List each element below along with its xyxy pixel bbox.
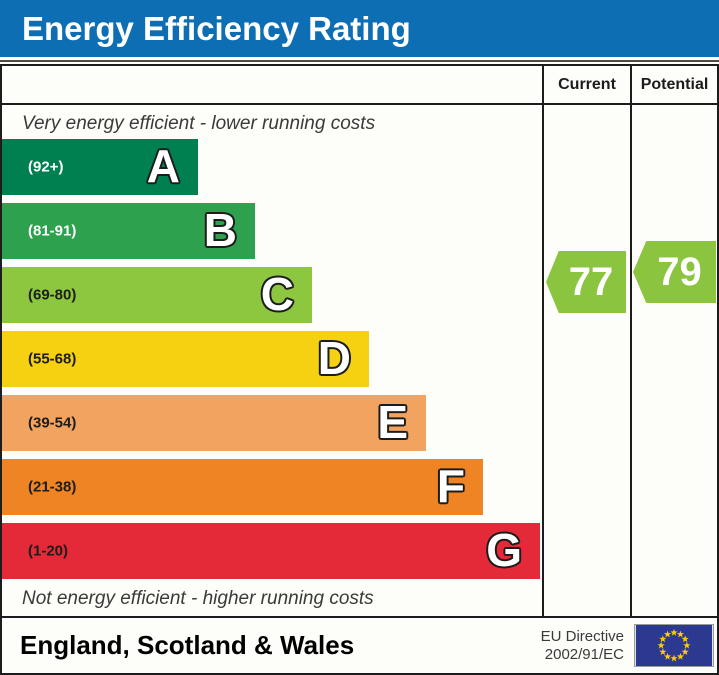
current-column-label: Current	[558, 75, 616, 93]
eu-flag-star	[659, 648, 667, 656]
eu-flag-star	[670, 628, 678, 636]
table-footer-row: England, Scotland & Wales EU Directive 2…	[2, 616, 717, 673]
table-main-row: Very energy efficient - lower running co…	[2, 105, 717, 616]
eu-flag-star	[683, 641, 691, 649]
eu-directive-label: EU Directive 2002/91/EC	[541, 628, 624, 664]
title-separator-dark	[0, 60, 719, 62]
title-separator-white	[0, 57, 719, 60]
title-bar: Energy Efficiency Rating	[0, 0, 719, 57]
table-header-row: Current Potential	[2, 66, 717, 105]
eu-flag-star	[676, 630, 685, 638]
band-g-range: (1-20)	[28, 542, 69, 560]
band-a-range: (92+)	[28, 158, 64, 176]
band-b: (81-91) B	[2, 203, 255, 259]
header-current-cell: Current	[542, 66, 630, 103]
eu-flag-star	[659, 635, 667, 643]
eu-flag-star	[663, 630, 672, 638]
band-a-letter: A	[146, 140, 180, 193]
band-f-range: (21-38)	[28, 478, 77, 496]
eu-flag-star	[676, 652, 685, 660]
band-d-range: (55-68)	[28, 350, 77, 368]
band-f-letter: F	[436, 460, 465, 513]
eu-flag-star	[681, 648, 689, 656]
potential-score-cell: 79	[630, 105, 717, 616]
band-d-letter: D	[317, 332, 351, 385]
eu-directive-line1: EU Directive	[540, 627, 624, 645]
band-c-letter: C	[260, 268, 294, 321]
header-potential-cell: Potential	[630, 66, 717, 103]
eu-flag-icon	[634, 624, 714, 667]
band-g: (1-20) G	[2, 523, 540, 579]
band-c-range: (69-80)	[28, 286, 77, 304]
band-e-range: (39-54)	[28, 414, 77, 432]
band-g-letter: G	[486, 524, 522, 577]
page-title: Energy Efficiency Rating	[22, 9, 411, 47]
band-e: (39-54) E	[2, 395, 426, 451]
band-e-letter: E	[377, 396, 408, 449]
rating-table: Current Potential Very energy efficient …	[0, 64, 719, 675]
potential-rating-arrow: 79	[633, 241, 716, 303]
potential-column-label: Potential	[640, 75, 709, 93]
region-label: England, Scotland & Wales	[20, 630, 355, 660]
band-b-letter: B	[203, 204, 237, 257]
band-d: (55-68) D	[2, 331, 369, 387]
band-a: (92+) A	[2, 139, 198, 195]
eu-flag-star	[657, 641, 665, 649]
current-rating-arrow: 77	[546, 251, 626, 313]
top-caption: Very energy efficient - lower running co…	[22, 113, 376, 134]
band-b-range: (81-91)	[28, 222, 77, 240]
eu-directive-line2: 2002/91/EC	[544, 645, 624, 663]
current-rating-value: 77	[568, 260, 614, 304]
eu-flag-star	[663, 652, 672, 660]
current-score-cell: 77	[542, 105, 630, 616]
title-separator-gap	[0, 62, 719, 64]
band-f: (21-38) F	[2, 459, 483, 515]
eu-flag-star	[681, 635, 689, 643]
eu-flag-star	[670, 654, 678, 662]
bottom-caption: Not energy efficient - higher running co…	[22, 588, 374, 609]
band-c: (69-80) C	[2, 267, 312, 323]
header-chart-cell	[2, 66, 542, 103]
potential-rating-value: 79	[657, 250, 702, 294]
rating-scale-cell: Very energy efficient - lower running co…	[2, 105, 542, 616]
